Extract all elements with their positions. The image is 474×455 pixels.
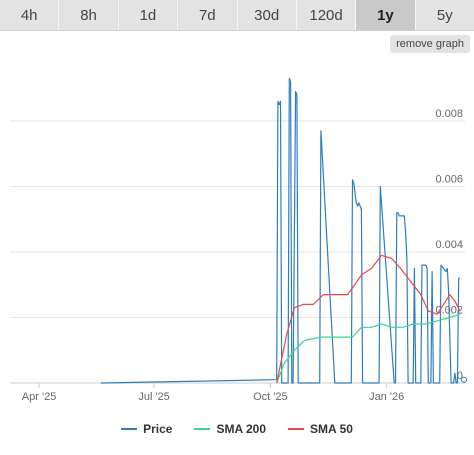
legend-item-sma-200[interactable]: SMA 200 xyxy=(194,420,266,438)
tab-1d[interactable]: 1d xyxy=(118,0,179,30)
tab-1y[interactable]: 1y xyxy=(356,0,416,30)
legend: Price SMA 200 SMA 50 xyxy=(0,420,474,438)
legend-label: SMA 200 xyxy=(216,422,267,436)
y-tick-label: 0.006 xyxy=(435,173,463,185)
x-tick-label: Jan '26 xyxy=(369,391,404,403)
legend-swatch xyxy=(194,428,211,430)
tab-7d[interactable]: 7d xyxy=(178,0,238,30)
tab-120d[interactable]: 120d xyxy=(296,0,357,30)
tab-5y[interactable]: 5y xyxy=(415,0,474,30)
price-end-marker xyxy=(460,376,467,383)
legend-swatch xyxy=(288,428,305,430)
tab-30d[interactable]: 30d xyxy=(237,0,297,30)
y-tick-label: 0.008 xyxy=(435,108,463,120)
legend-swatch xyxy=(121,428,138,430)
legend-label: Price xyxy=(143,422,173,436)
legend-item-price[interactable]: Price xyxy=(121,420,172,438)
series-line-sma-200 xyxy=(276,313,461,384)
y-tick-label: 0.004 xyxy=(435,239,463,251)
tab-8h[interactable]: 8h xyxy=(59,0,119,30)
legend-item-sma-50[interactable]: SMA 50 xyxy=(288,420,353,438)
x-tick-label: Jul '25 xyxy=(138,391,169,403)
timeframe-tabs: 4h 8h 1d 7d 30d 120d 1y 5y xyxy=(0,0,474,31)
series-line-price xyxy=(100,77,460,384)
x-tick-label: Apr '25 xyxy=(22,391,57,403)
legend-label: SMA 50 xyxy=(310,422,353,436)
tab-4h[interactable]: 4h xyxy=(0,0,60,30)
remove-graph-button[interactable]: remove graph xyxy=(390,35,470,53)
x-tick-label: Oct '25 xyxy=(253,391,288,403)
x-axis: Apr '25 Jul '25 Oct '25 Jan '26 xyxy=(22,383,404,403)
series-line-sma-50 xyxy=(276,254,461,384)
y-tick-label: 0 xyxy=(457,370,463,382)
series-group xyxy=(100,77,467,384)
